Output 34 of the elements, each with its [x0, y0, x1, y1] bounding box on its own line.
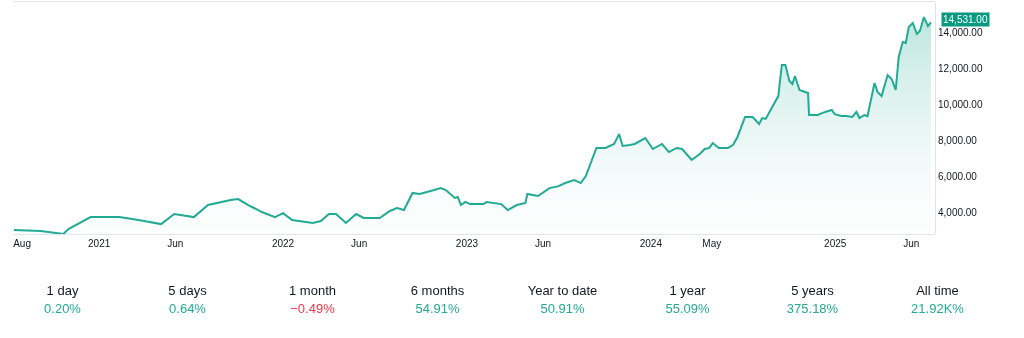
x-tick-label: 2024: [639, 238, 663, 249]
annotation: 14,531.00: [943, 14, 988, 25]
data-label: 54.91%: [414, 300, 461, 318]
data-label: 0.64%: [168, 300, 207, 318]
x-tick-label: Jun: [903, 238, 920, 249]
y-tick-label: 12,000.00: [938, 62, 983, 74]
x-tick-label: Jun: [351, 238, 368, 249]
data-label: 50.91%: [539, 300, 586, 318]
category-label: 5 days: [167, 282, 208, 300]
x-tick-label: 2021: [88, 238, 111, 249]
category-label: 1 year: [668, 282, 707, 300]
data-label: 375.18%: [785, 300, 840, 318]
x-tick-label: Aug: [13, 238, 31, 249]
x-tick-label: 2022: [271, 238, 295, 249]
y-tick-label: 14,000.00: [938, 26, 983, 38]
y-tick-label: 6,000.00: [938, 170, 978, 182]
category-label: Year to date: [526, 282, 599, 300]
y-tick-label: 4,000.00: [938, 206, 978, 218]
y-tick-label: 10,000.00: [938, 98, 983, 110]
category-label: 5 years: [790, 282, 835, 300]
x-tick-label: May: [702, 238, 722, 249]
data-label: −0.49%: [289, 300, 336, 318]
x-tick-label: 2025: [824, 238, 847, 249]
category-label: 6 months: [409, 282, 466, 300]
category-label: 1 day: [45, 282, 80, 300]
x-tick-label: Jun: [167, 238, 184, 249]
category-label: All time: [915, 282, 960, 300]
y-tick-label: 8,000.00: [938, 134, 978, 146]
data-label: 21.92K%: [910, 300, 965, 318]
data-label: 0.20%: [43, 300, 82, 318]
x-tick-label: 2023: [455, 238, 479, 249]
x-tick-label: Jun: [534, 238, 552, 249]
data-label: 55.09%: [664, 300, 711, 318]
category-label: 1 month: [288, 282, 337, 300]
